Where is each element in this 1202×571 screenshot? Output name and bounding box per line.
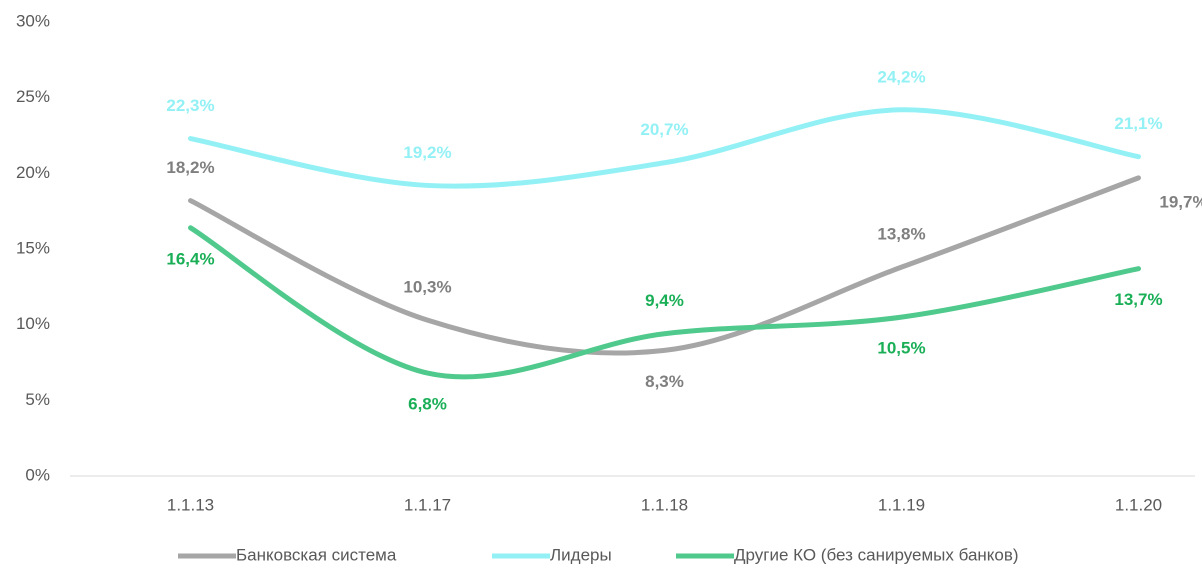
data-label: 21,1% (1114, 114, 1162, 133)
legend-label: Банковская система (236, 545, 397, 564)
data-label: 22,3% (166, 96, 214, 115)
data-label: 13,8% (877, 225, 925, 244)
series-line (188, 175, 1141, 356)
x-tick-label: 1.1.20 (1115, 495, 1162, 514)
y-tick-label: 5% (25, 390, 50, 409)
y-tick-label: 15% (16, 238, 50, 257)
data-label: 8,3% (645, 372, 684, 391)
y-tick-label: 30% (16, 11, 50, 30)
series-line (188, 225, 1141, 380)
y-tick-label: 10% (16, 314, 50, 333)
x-tick-label: 1.1.17 (404, 495, 451, 514)
data-label: 18,2% (166, 158, 214, 177)
data-label: 16,4% (166, 249, 214, 268)
data-label: 13,7% (1114, 290, 1162, 309)
data-label: 24,2% (877, 67, 925, 86)
data-label: 9,4% (645, 291, 684, 310)
x-tick-label: 1.1.18 (641, 495, 688, 514)
x-tick-label: 1.1.19 (878, 495, 925, 514)
x-tick-label: 1.1.13 (167, 495, 214, 514)
y-tick-label: 25% (16, 87, 50, 106)
series-line (188, 107, 1141, 189)
data-label: 10,3% (403, 278, 451, 297)
data-label: 10,5% (877, 339, 925, 358)
data-label: 6,8% (408, 395, 447, 414)
legend-label: Другие КО (без санируемых банков) (734, 545, 1019, 564)
data-label: 20,7% (640, 120, 688, 139)
data-label: 19,7% (1159, 192, 1202, 211)
legend-label: Лидеры (550, 545, 612, 564)
data-label: 19,2% (403, 143, 451, 162)
y-tick-label: 20% (16, 163, 50, 182)
y-tick-label: 0% (25, 465, 50, 484)
